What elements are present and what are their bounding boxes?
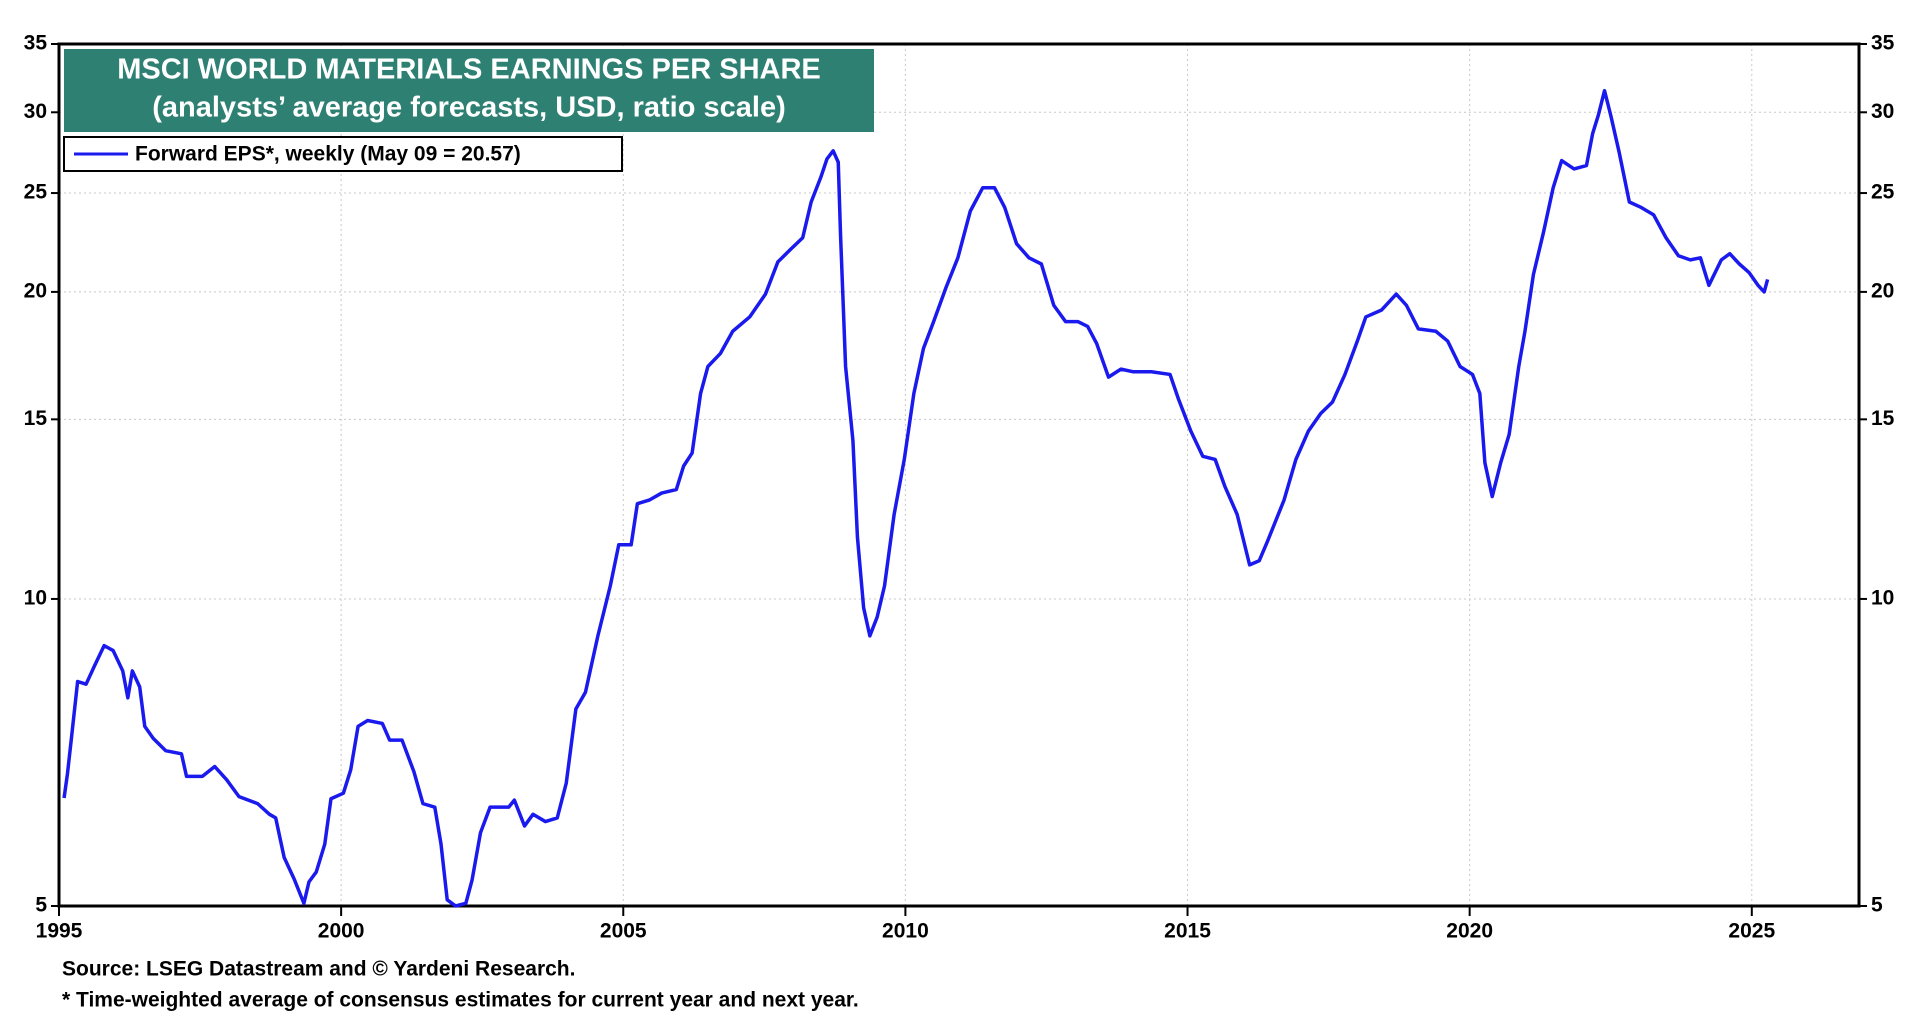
chart-subtitle: (analysts’ average forecasts, USD, ratio…: [152, 92, 785, 124]
x-tick-label: 2015: [1164, 920, 1211, 943]
footnote: * Time-weighted average of consensus est…: [62, 989, 859, 1012]
chart-title: MSCI WORLD MATERIALS EARNINGS PER SHARE: [117, 54, 821, 86]
title-box: [64, 49, 874, 132]
x-tick-label: 2020: [1446, 920, 1493, 943]
y2-tick-label: 20: [1871, 279, 1894, 302]
y-tick-label: 25: [24, 181, 48, 204]
y2-tick-label: 5: [1871, 894, 1883, 917]
y-tick-label: 15: [24, 407, 48, 430]
y-tick-label: 10: [24, 586, 47, 609]
legend-label: Forward EPS*, weekly (May 09 = 20.57): [135, 143, 521, 166]
y2-tick-label: 25: [1871, 181, 1895, 204]
series-line: [62, 88, 1770, 908]
source-note: Source: LSEG Datastream and © Yardeni Re…: [62, 958, 575, 981]
x-tick-label: 2025: [1728, 920, 1775, 943]
grid: [58, 43, 1859, 907]
y2-tick-label: 10: [1871, 586, 1894, 609]
series-layer: [62, 88, 1770, 908]
x-tick-label: 2000: [318, 920, 365, 943]
y-tick-label: 20: [24, 279, 47, 302]
x-tick-label: 1995: [36, 920, 83, 943]
x-tick-label: 2005: [600, 920, 647, 943]
y-tick-label: 35: [24, 32, 48, 55]
y2-tick-label: 30: [1871, 100, 1894, 123]
x-tick-label: 2010: [882, 920, 929, 943]
plot-frame: [57, 42, 1861, 908]
legend-box: [63, 136, 623, 172]
y-tick-label: 5: [35, 894, 47, 917]
y2-tick-label: 15: [1871, 407, 1895, 430]
y-tick-label: 30: [24, 100, 47, 123]
y2-tick-label: 35: [1871, 32, 1895, 55]
